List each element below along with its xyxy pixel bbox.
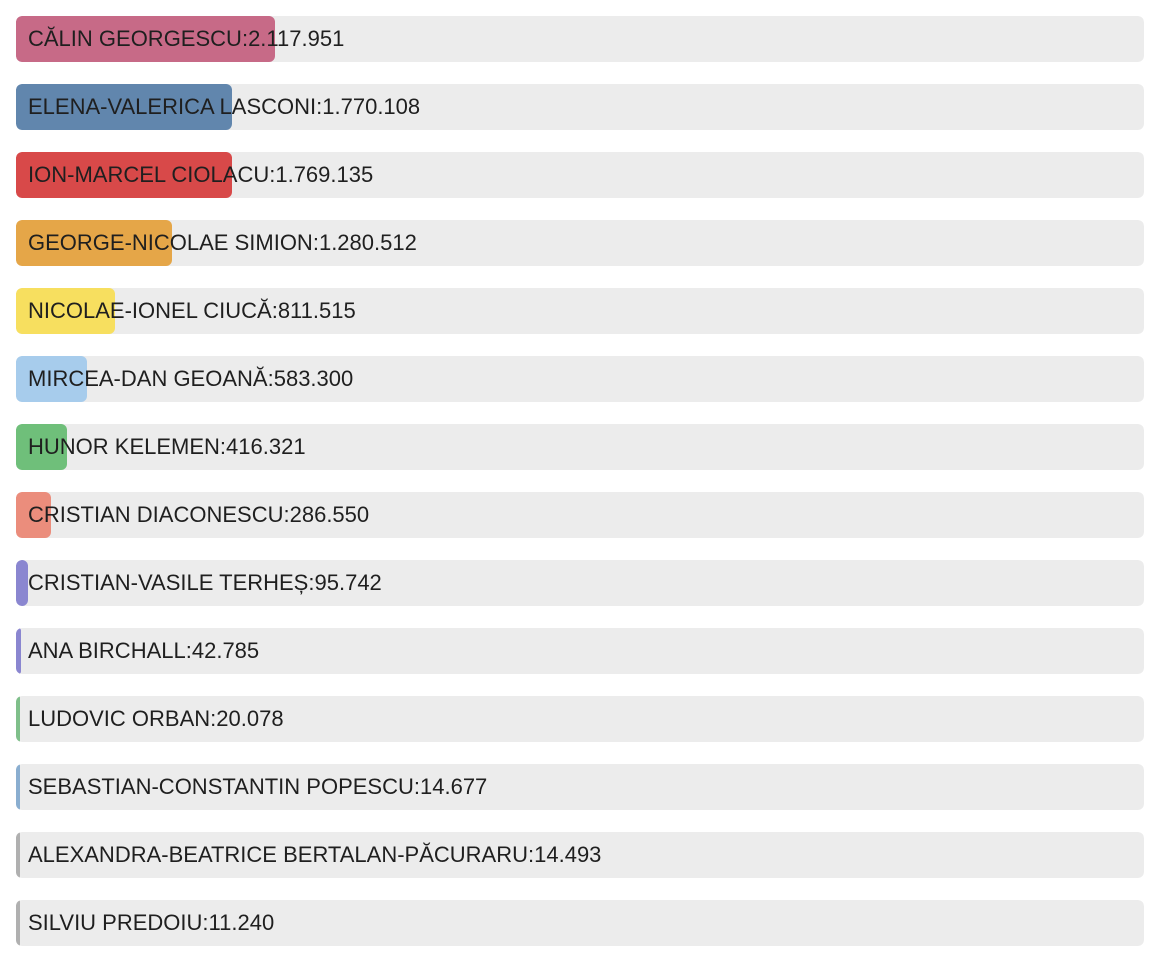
bar-row: SEBASTIAN-CONSTANTIN POPESCU : 14.677 [16, 764, 1144, 810]
candidate-name: ALEXANDRA-BEATRICE BERTALAN-PĂCURARU [28, 842, 528, 868]
bar-label: ALEXANDRA-BEATRICE BERTALAN-PĂCURARU : 1… [28, 832, 1132, 878]
bar-label: SEBASTIAN-CONSTANTIN POPESCU : 14.677 [28, 764, 1132, 810]
bar-label: CRISTIAN DIACONESCU : 286.550 [28, 492, 1132, 538]
candidate-votes: 20.078 [216, 706, 283, 732]
candidate-name: GEORGE-NICOLAE SIMION [28, 230, 313, 256]
candidate-name: HUNOR KELEMEN [28, 434, 220, 460]
candidate-votes: 11.240 [209, 910, 275, 936]
bar-label: MIRCEA-DAN GEOANĂ : 583.300 [28, 356, 1132, 402]
candidate-votes: 583.300 [274, 366, 354, 392]
bar-fill [16, 900, 20, 946]
bar-row: NICOLAE-IONEL CIUCĂ : 811.515 [16, 288, 1144, 334]
bar-label: HUNOR KELEMEN : 416.321 [28, 424, 1132, 470]
bar-fill [16, 696, 20, 742]
candidate-name: SEBASTIAN-CONSTANTIN POPESCU [28, 774, 414, 800]
bar-row: SILVIU PREDOIU : 11.240 [16, 900, 1144, 946]
candidate-name: CRISTIAN DIACONESCU [28, 502, 283, 528]
candidate-votes: 14.493 [534, 842, 601, 868]
vote-bar-chart: CĂLIN GEORGESCU : 2.117.951 ELENA-VALERIC… [0, 0, 1160, 976]
bar-label: ION-MARCEL CIOLACU : 1.769.135 [28, 152, 1132, 198]
candidate-name: CRISTIAN-VASILE TERHEȘ [28, 570, 308, 596]
candidate-votes: 1.280.512 [319, 230, 417, 256]
bar-row: MIRCEA-DAN GEOANĂ : 583.300 [16, 356, 1144, 402]
candidate-votes: 42.785 [192, 638, 259, 664]
bar-label: SILVIU PREDOIU : 11.240 [28, 900, 1132, 946]
bar-fill [16, 628, 21, 674]
bar-row: CĂLIN GEORGESCU : 2.117.951 [16, 16, 1144, 62]
candidate-votes: 14.677 [420, 774, 487, 800]
bar-row: GEORGE-NICOLAE SIMION : 1.280.512 [16, 220, 1144, 266]
bar-row: CRISTIAN-VASILE TERHEȘ : 95.742 [16, 560, 1144, 606]
candidate-name: MIRCEA-DAN GEOANĂ [28, 366, 268, 392]
candidate-votes: 1.770.108 [322, 94, 420, 120]
bar-label: CĂLIN GEORGESCU : 2.117.951 [28, 16, 1132, 62]
bar-row: ION-MARCEL CIOLACU : 1.769.135 [16, 152, 1144, 198]
bar-row: ELENA-VALERICA LASCONI : 1.770.108 [16, 84, 1144, 130]
bar-fill [16, 764, 20, 810]
bar-label: ANA BIRCHALL : 42.785 [28, 628, 1132, 674]
candidate-name: SILVIU PREDOIU [28, 910, 202, 936]
bar-row: LUDOVIC ORBAN : 20.078 [16, 696, 1144, 742]
candidate-votes: 286.550 [290, 502, 370, 528]
bar-fill [16, 560, 28, 606]
candidate-name: ANA BIRCHALL [28, 638, 186, 664]
candidate-votes: 416.321 [226, 434, 306, 460]
candidate-votes: 2.117.951 [248, 26, 344, 52]
bar-label: ELENA-VALERICA LASCONI : 1.770.108 [28, 84, 1132, 130]
bar-label: GEORGE-NICOLAE SIMION : 1.280.512 [28, 220, 1132, 266]
bar-row: CRISTIAN DIACONESCU : 286.550 [16, 492, 1144, 538]
bar-row: ANA BIRCHALL : 42.785 [16, 628, 1144, 674]
candidate-name: ELENA-VALERICA LASCONI [28, 94, 316, 120]
candidate-votes: 811.515 [278, 298, 356, 324]
candidate-votes: 1.769.135 [275, 162, 373, 188]
candidate-name: LUDOVIC ORBAN [28, 706, 210, 732]
candidate-votes: 95.742 [315, 570, 382, 596]
bar-row: ALEXANDRA-BEATRICE BERTALAN-PĂCURARU : 1… [16, 832, 1144, 878]
bar-label: NICOLAE-IONEL CIUCĂ : 811.515 [28, 288, 1132, 334]
candidate-name: ION-MARCEL CIOLACU [28, 162, 269, 188]
bar-label: LUDOVIC ORBAN : 20.078 [28, 696, 1132, 742]
candidate-name: CĂLIN GEORGESCU [28, 26, 242, 52]
candidate-name: NICOLAE-IONEL CIUCĂ [28, 298, 272, 324]
bar-fill [16, 832, 20, 878]
bar-row: HUNOR KELEMEN : 416.321 [16, 424, 1144, 470]
bar-label: CRISTIAN-VASILE TERHEȘ : 95.742 [28, 560, 1132, 606]
